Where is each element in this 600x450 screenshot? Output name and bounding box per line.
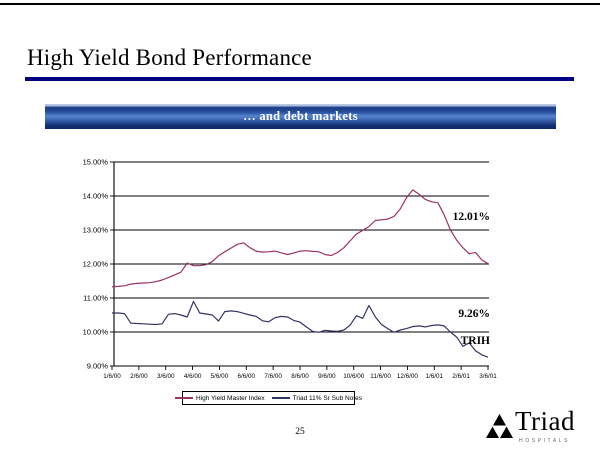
svg-text:9/6/00: 9/6/00 (318, 373, 336, 380)
svg-text:7/6/00: 7/6/00 (264, 373, 282, 380)
section-banner: … and debt markets (45, 104, 556, 129)
ticker-label: TRIH (460, 335, 490, 347)
legend-label-hy-index: High Yield Master Index (195, 394, 265, 402)
svg-text:3/6/00: 3/6/00 (157, 373, 175, 380)
svg-text:2/6/01: 2/6/01 (452, 373, 470, 380)
page-title: High Yield Bond Performance (27, 45, 312, 70)
page-number: 25 (295, 427, 305, 437)
svg-text:14.00%: 14.00% (83, 192, 109, 201)
legend-label-triad-notes: Triad 11% Sr Sub Notes (292, 394, 363, 402)
legend-item-triad-notes: Triad 11% Sr Sub Notes (271, 394, 363, 402)
logo-subtext: HOSPITALS (519, 438, 571, 444)
svg-text:12/6/00: 12/6/00 (397, 373, 419, 380)
svg-text:1/6/01: 1/6/01 (426, 373, 444, 380)
svg-text:1/6/00: 1/6/00 (103, 373, 121, 380)
svg-text:11/6/00: 11/6/00 (370, 373, 391, 380)
svg-text:10.00%: 10.00% (83, 328, 109, 337)
title-underline-rule (25, 77, 574, 81)
svg-text:12.00%: 12.00% (83, 260, 109, 269)
svg-text:15.00%: 15.00% (83, 158, 109, 167)
svg-text:11.00%: 11.00% (83, 294, 108, 303)
svg-text:8/6/00: 8/6/00 (291, 373, 309, 380)
hy-index-value-label: 12.01% (452, 211, 490, 223)
chart-legend: High Yield Master Index Triad 11% Sr Sub… (174, 391, 362, 405)
svg-text:10/6/00: 10/6/00 (343, 373, 365, 380)
svg-text:13.00%: 13.00% (83, 226, 109, 235)
triad-triangle-icon (486, 414, 513, 438)
company-logo: Triad HOSPITALS (484, 406, 594, 447)
triad-note-value-label: 9.26% (458, 308, 490, 320)
logo-wordmark: Triad (515, 406, 576, 436)
section-banner-label: … and debt markets (243, 109, 358, 123)
svg-text:9.00%: 9.00% (87, 362, 109, 371)
svg-text:4/6/00: 4/6/00 (184, 373, 202, 380)
svg-text:5/6/00: 5/6/00 (211, 373, 229, 380)
triad-notes-line-swatch (271, 397, 290, 399)
hy-index-line-swatch (174, 397, 193, 399)
legend-item-hy-index: High Yield Master Index (174, 394, 265, 402)
svg-text:6/6/00: 6/6/00 (238, 373, 256, 380)
top-border-rule (0, 3, 600, 5)
svg-text:3/6/01: 3/6/01 (479, 373, 497, 380)
svg-text:2/6/00: 2/6/00 (130, 373, 148, 380)
